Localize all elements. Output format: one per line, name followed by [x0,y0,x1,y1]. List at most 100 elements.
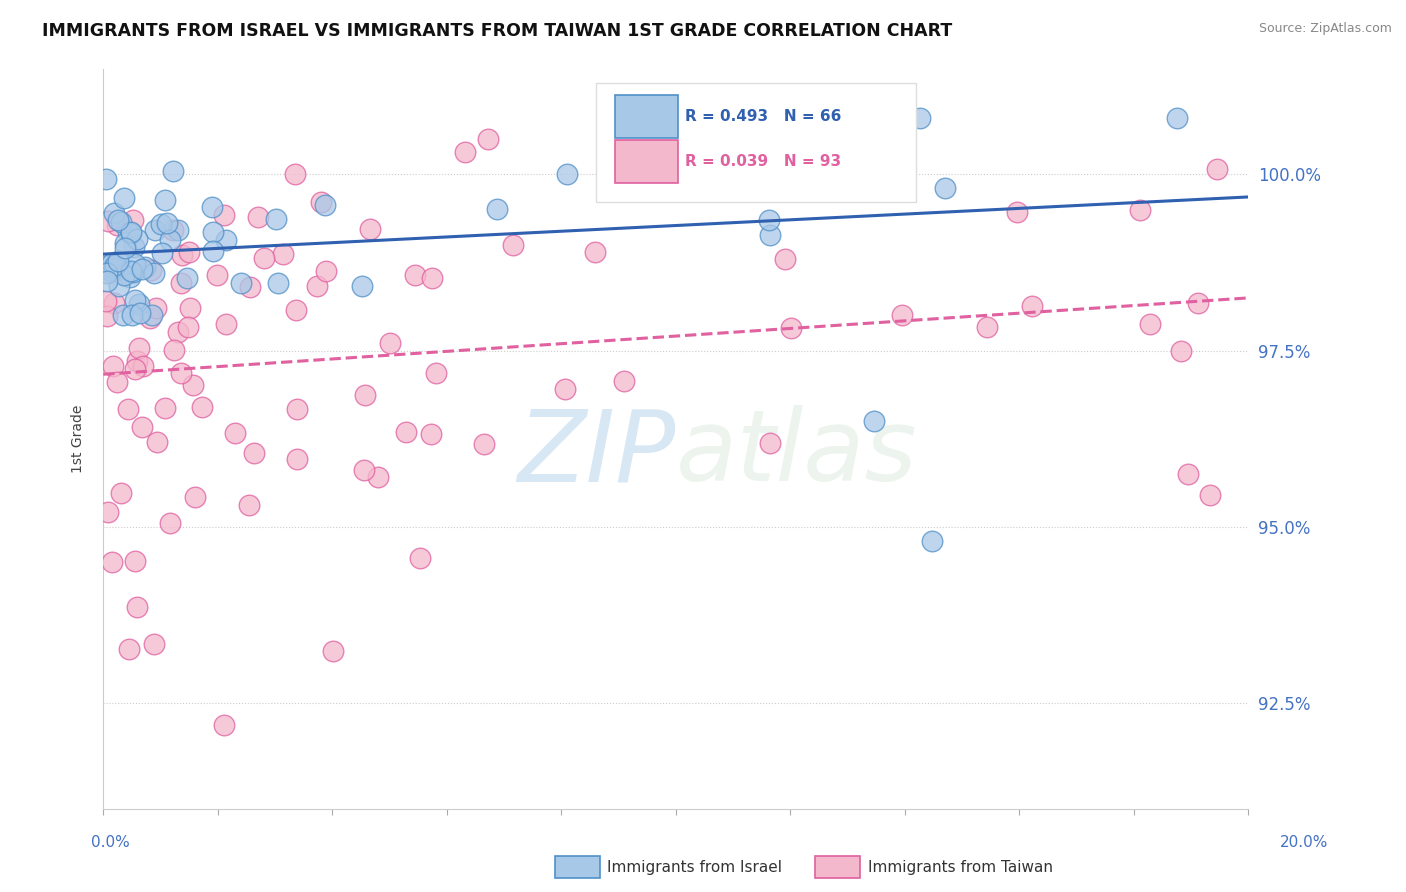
Point [285,401,308,416]
Point [229,276,252,290]
Point [352,279,374,293]
Text: Immigrants from Israel: Immigrants from Israel [607,860,782,874]
Point [655,137,678,152]
Point [212,718,235,732]
Point [824,127,846,141]
Point [120,226,142,240]
Point [167,326,190,340]
Point [115,265,138,279]
Point [921,534,943,549]
Point [554,383,576,397]
Point [243,446,266,460]
Point [271,247,294,261]
Point [96,309,118,323]
Point [1166,111,1188,125]
Point [170,248,193,262]
Point [145,434,167,449]
Point [367,469,389,483]
Point [127,354,149,368]
Text: ZIP: ZIP [517,405,676,502]
Point [156,216,179,230]
Text: 20.0%: 20.0% [1281,836,1329,850]
Point [395,425,418,440]
Point [555,167,578,181]
Point [117,225,139,239]
Point [202,244,225,258]
FancyBboxPatch shape [614,95,678,138]
Point [420,271,443,285]
Point [114,241,136,255]
Point [96,266,118,280]
Point [134,260,156,274]
Point [201,200,224,214]
Point [170,276,193,290]
Point [976,320,998,334]
Point [128,297,150,311]
FancyBboxPatch shape [614,140,678,183]
Point [502,238,524,252]
Point [120,263,142,277]
Point [322,643,344,657]
Point [169,367,191,381]
Text: Immigrants from Taiwan: Immigrants from Taiwan [868,860,1053,874]
Point [162,223,184,237]
Point [96,294,118,309]
Point [253,251,276,265]
Point [162,163,184,178]
Point [166,223,188,237]
Point [124,257,146,271]
Point [114,236,136,251]
Point [224,426,246,441]
Point [124,362,146,376]
Point [159,516,181,530]
Point [267,277,290,291]
Point [662,132,685,146]
Point [759,227,782,242]
Text: R = 0.493   N = 66: R = 0.493 N = 66 [685,109,841,124]
Point [159,233,181,247]
Point [163,343,186,358]
Point [131,261,153,276]
Point [179,301,201,315]
Point [658,180,681,194]
Point [863,414,886,428]
Point [122,240,145,254]
Point [315,264,337,278]
Point [184,491,207,505]
Point [120,226,142,240]
Point [773,252,796,266]
Point [108,279,131,293]
Point [105,375,128,389]
Point [305,279,328,293]
Text: atlas: atlas [676,405,917,502]
Point [238,498,260,512]
Point [150,217,173,231]
Point [1129,203,1152,218]
Point [202,225,225,239]
Point [153,193,176,207]
Point [128,341,150,355]
Point [890,308,912,322]
Point [103,295,125,310]
Point [409,551,432,566]
Point [97,214,120,228]
Point [285,303,308,318]
Point [107,213,129,227]
Point [354,388,377,402]
Point [103,206,125,220]
Point [1187,296,1209,310]
Point [139,263,162,277]
Point [353,463,375,477]
Point [101,359,124,373]
Point [150,245,173,260]
Point [780,321,803,335]
Point [98,263,121,277]
Point [1170,343,1192,358]
Point [758,436,780,450]
Point [112,309,135,323]
Point [177,320,200,334]
Point [118,269,141,284]
Point [247,211,270,225]
Point [176,270,198,285]
Point [1199,488,1222,502]
